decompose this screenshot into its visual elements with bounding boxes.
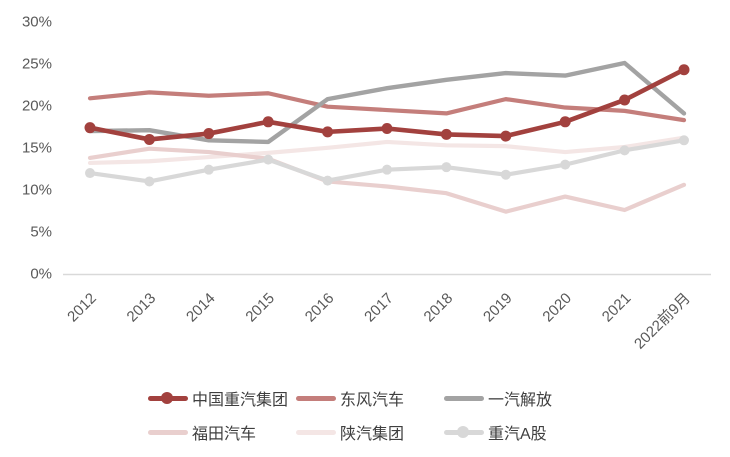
- chart-legend: 中国重汽集团 东风汽车 一汽解放福田汽车 陕汽集团 重汽A股: [148, 387, 604, 443]
- series-marker-zhongqi-a: [441, 162, 452, 173]
- x-tick-label: 2018: [421, 290, 457, 326]
- x-tick-label: 2017: [361, 290, 397, 326]
- series-marker-zhongguo-zhongqi: [262, 116, 274, 128]
- legend-label: 福田汽车: [192, 426, 257, 443]
- legend-item-yiqi-jiefang: 一汽解放: [444, 387, 604, 409]
- series-line-shanqi: [87, 135, 687, 166]
- legend-label: 中国重汽集团: [192, 392, 289, 409]
- legend-item-zhongguo-zhongqi: 中国重汽集团: [148, 387, 296, 409]
- series-zhongqi-a: [85, 135, 689, 187]
- series-marker-zhongguo-zhongqi: [143, 133, 155, 145]
- legend-swatch-zhongqi-a: [444, 421, 484, 443]
- x-axis-labels: 2012 2013 2014 2015 2016 2017 2018 2019 2020 2021…: [64, 290, 694, 353]
- x-tick-label: 2013: [124, 290, 160, 326]
- series-shanqi: [87, 135, 687, 166]
- series-marker-zhongqi-a: [203, 164, 214, 175]
- legend-marker-dot-icon: [161, 392, 173, 404]
- series-marker-zhongqi-a: [619, 145, 630, 156]
- series-marker-zhongguo-zhongqi: [440, 128, 452, 140]
- legend-line-icon: [296, 396, 336, 401]
- series-marker-zhongguo-zhongqi: [500, 130, 512, 142]
- series-marker-zhongqi-a: [263, 154, 274, 165]
- y-tick-label: 30%: [22, 14, 52, 31]
- y-tick-label: 20%: [22, 98, 52, 115]
- series-marker-zhongguo-zhongqi: [619, 94, 631, 106]
- series-marker-zhongguo-zhongqi: [322, 126, 334, 138]
- legend-swatch-shanqi: [296, 421, 336, 443]
- series-marker-zhongguo-zhongqi: [559, 116, 571, 128]
- legend-line-icon: [444, 396, 484, 401]
- legend-marker-dot-icon: [457, 426, 469, 438]
- legend-swatch-futian: [148, 421, 188, 443]
- y-tick-label: 10%: [22, 182, 52, 199]
- y-tick-label: 15%: [22, 140, 52, 157]
- legend-item-dongfeng: 东风汽车: [296, 387, 444, 409]
- legend-line-icon: [148, 430, 188, 435]
- series-line-dongfeng: [87, 90, 687, 123]
- series-marker-zhongqi-a: [322, 175, 333, 186]
- legend-label: 一汽解放: [488, 392, 553, 409]
- legend-label: 重汽A股: [488, 426, 547, 443]
- y-tick-label: 25%: [22, 56, 52, 73]
- series-marker-zhongqi-a: [144, 176, 155, 187]
- y-tick-label: 0%: [30, 266, 52, 283]
- series-marker-zhongguo-zhongqi: [381, 123, 393, 135]
- legend-item-futian: 福田汽车: [148, 421, 296, 443]
- legend-swatch-dongfeng: [296, 387, 336, 409]
- series-zhongguo-zhongqi: [84, 64, 690, 145]
- series-marker-zhongqi-a: [560, 159, 571, 170]
- legend-swatch-yiqi-jiefang: [444, 387, 484, 409]
- legend-swatch-zhongguo-zhongqi: [148, 387, 188, 409]
- x-tick-label: 2012: [64, 290, 100, 326]
- legend-line-icon: [296, 430, 336, 435]
- x-tick-label: 2022前9月: [631, 290, 694, 353]
- x-tick-label: 2015: [242, 290, 278, 326]
- chart-plot-area: 30%25%20%15%10%5%0%2012 2013 2014 2015 2016 2…: [22, 14, 711, 353]
- y-tick-label: 5%: [30, 224, 52, 241]
- series-futian: [87, 146, 687, 214]
- x-tick-label: 2019: [480, 290, 516, 326]
- legend-label: 东风汽车: [340, 392, 405, 409]
- series-dongfeng: [87, 90, 687, 123]
- x-tick-label: 2021: [599, 290, 635, 326]
- series-marker-zhongguo-zhongqi: [203, 128, 215, 140]
- series-marker-zhongqi-a: [85, 168, 95, 179]
- legend-item-shanqi: 陕汽集团: [296, 421, 444, 443]
- series-marker-zhongqi-a: [382, 164, 392, 175]
- x-tick-label: 2014: [183, 290, 219, 326]
- legend-label: 陕汽集团: [340, 426, 405, 443]
- series-marker-zhongqi-a: [500, 169, 511, 180]
- series-marker-zhongguo-zhongqi: [84, 122, 96, 134]
- x-tick-label: 2016: [302, 290, 338, 326]
- series-marker-zhongguo-zhongqi: [678, 64, 690, 76]
- series-marker-zhongqi-a: [679, 135, 689, 146]
- series-line-futian: [87, 146, 687, 214]
- y-axis-labels: 30% 25% 20% 15% 10% 5% 0%: [22, 14, 52, 283]
- legend-item-zhongqi-a: 重汽A股: [444, 421, 604, 443]
- x-tick-label: 2020: [539, 290, 575, 326]
